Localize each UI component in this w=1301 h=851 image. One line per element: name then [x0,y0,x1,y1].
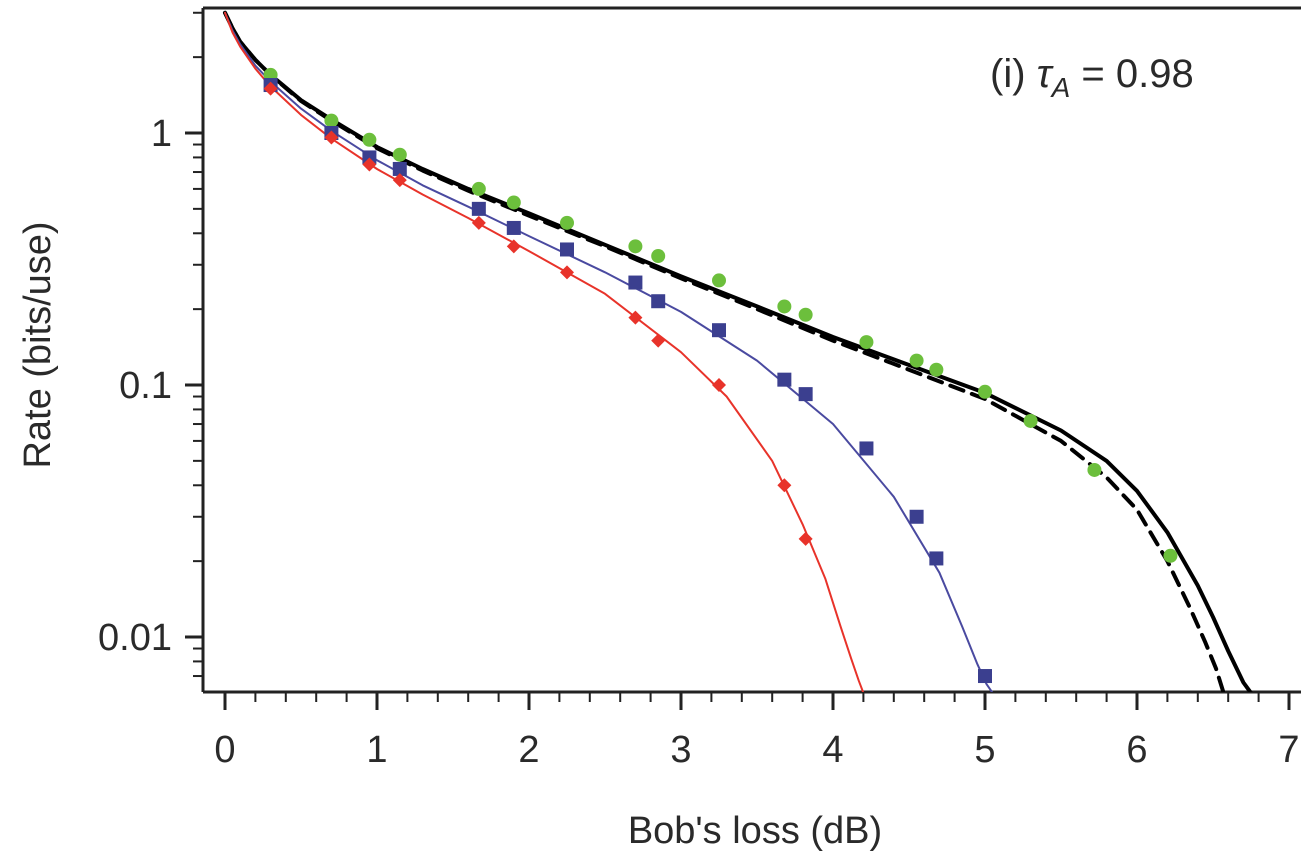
data-point [560,265,574,280]
x-tick-label: 0 [214,729,235,771]
tau-annotation: (i) τA = 0.98 [990,52,1194,103]
data-point [712,323,726,338]
data-point [506,239,521,254]
data-point [560,242,574,257]
data-point [324,113,339,128]
data-point [392,173,407,188]
plot-frame [201,6,1301,694]
data-point [1087,462,1102,477]
x-tick-label: 1 [366,729,387,771]
data-point [471,215,486,230]
annotation-prefix: (i) [990,52,1037,96]
x-tick-label: 3 [670,729,691,771]
series-line [223,10,1253,692]
annotation-symbol: τ [1037,52,1055,96]
series-line [223,10,1226,692]
y-axis-ticks: 0.01 0.1 1 [98,11,203,678]
data-point [392,161,407,176]
data-point [560,215,574,230]
data-point [909,509,924,524]
x-axis-title: Bob's loss (dB) [628,810,882,851]
x-tick-label: 5 [974,729,995,771]
data-point [651,333,666,348]
annotation-subscript: A [1050,72,1071,103]
data-point [1023,413,1038,428]
x-tick-label: 6 [1126,729,1147,771]
data-point [777,299,792,314]
data-point [362,132,377,147]
data-point [777,372,792,387]
data-point [506,220,521,235]
y-axis-title: Rate (bits/use) [17,221,59,468]
data-point [471,201,486,216]
data-point [628,239,643,254]
data-point [798,387,813,402]
plot-area [223,10,1253,692]
data-point [712,378,726,392]
x-tick-label: 4 [822,729,843,771]
data-point [978,384,992,399]
data-point [978,669,992,684]
data-point [909,353,924,368]
y-tick-label: 0.01 [98,617,172,659]
y-tick-label: 0.1 [119,365,172,407]
data-point [929,362,944,377]
data-point [777,478,792,493]
data-point [859,441,874,456]
x-tick-label: 7 [1278,729,1299,771]
data-point [651,294,666,309]
data-point [362,150,377,165]
data-point [628,275,643,290]
data-point [471,181,486,196]
data-point [324,130,339,145]
data-point [651,249,666,264]
data-point [798,531,813,546]
annotation-suffix: = 0.98 [1070,52,1193,96]
series-line [224,11,865,692]
data-point [362,157,377,172]
x-tick-label: 2 [518,729,539,771]
data-point [798,307,813,322]
y-tick-label: 1 [151,113,172,155]
x-axis-ticks: 0 1 2 3 4 5 6 7 [214,692,1300,771]
series-line [224,11,994,692]
data-point [263,81,278,96]
data-point [859,335,874,350]
data-point [506,195,521,210]
data-point [929,551,944,566]
data-point [712,273,726,288]
data-point [1163,548,1178,563]
data-point [392,147,407,162]
data-point [628,310,643,325]
